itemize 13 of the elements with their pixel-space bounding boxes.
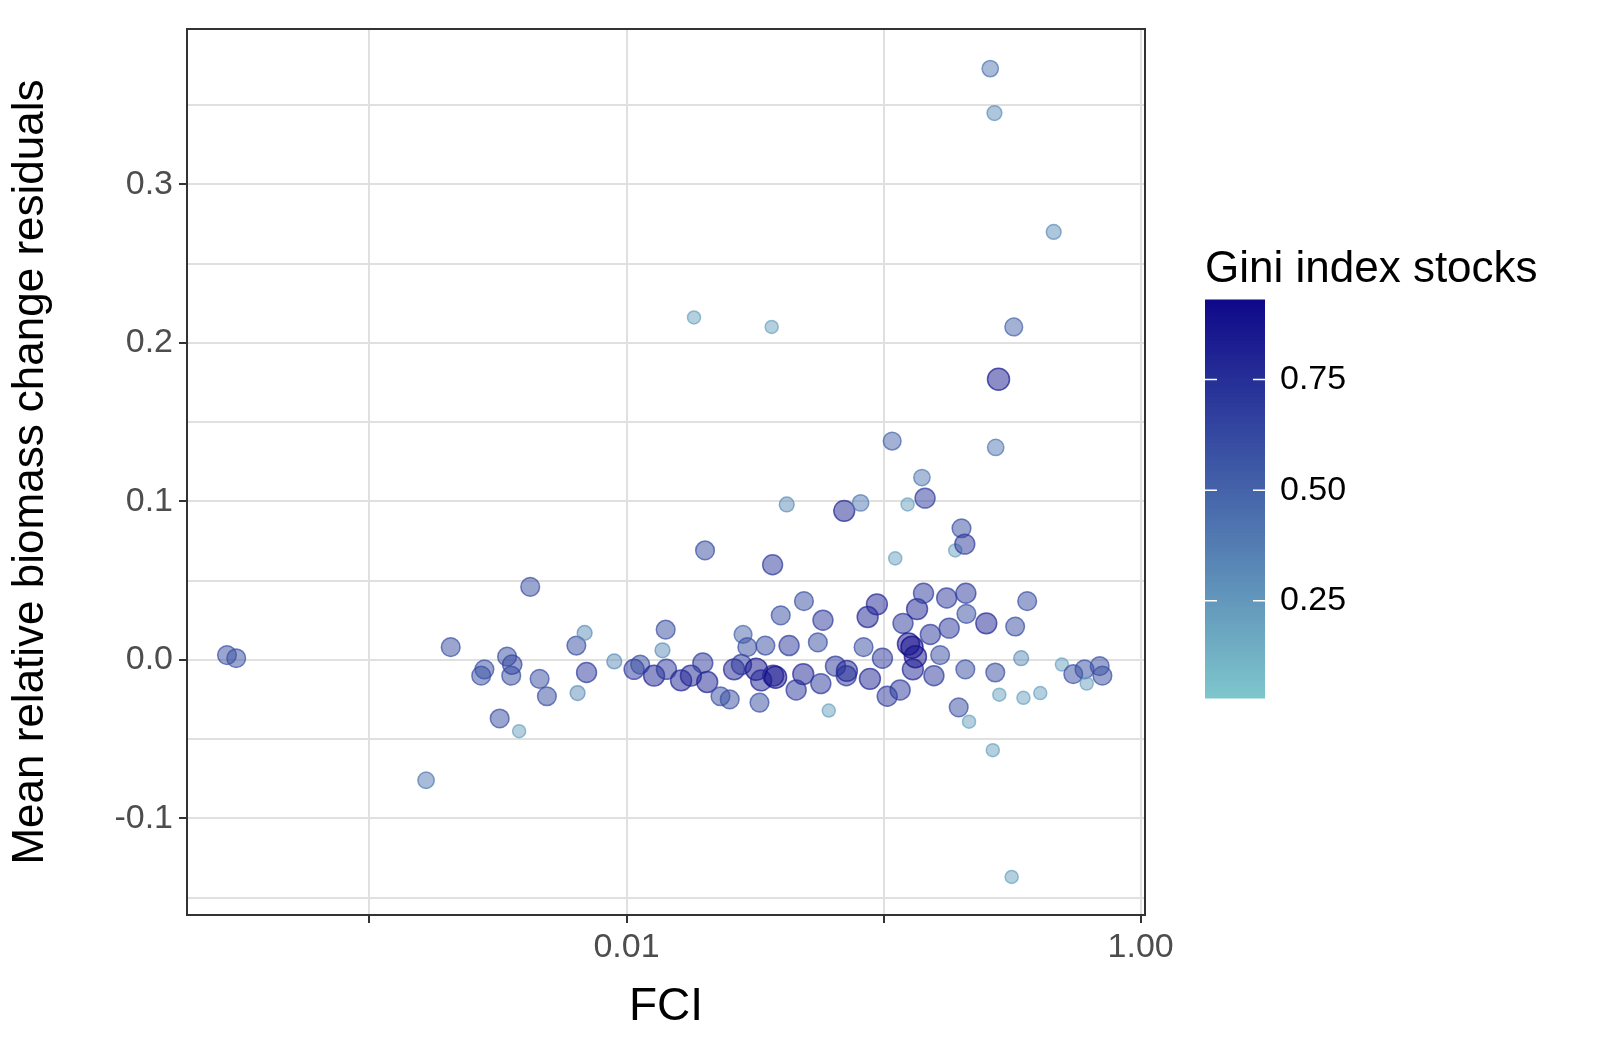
x-tick-label: 1.00 [1107,925,1174,964]
y-tick-label: 0.0 [125,638,173,677]
y-axis-title: Mean relative biomass change residuals [2,79,52,865]
y-tick-label: -0.1 [114,796,173,835]
x-tick-label: 0.01 [593,925,660,964]
color-bar-label: 0.75 [1280,357,1347,396]
color-bar-title: Gini index stocks [1205,242,1538,291]
y-tick-label: 0.1 [125,479,173,518]
color-bar-label: 0.50 [1280,468,1347,507]
color-bar-label: 0.25 [1280,579,1347,618]
y-tick-label: 0.2 [125,321,173,360]
x-axis-title: FCI [628,978,704,1031]
y-tick-label: 0.3 [125,162,173,201]
